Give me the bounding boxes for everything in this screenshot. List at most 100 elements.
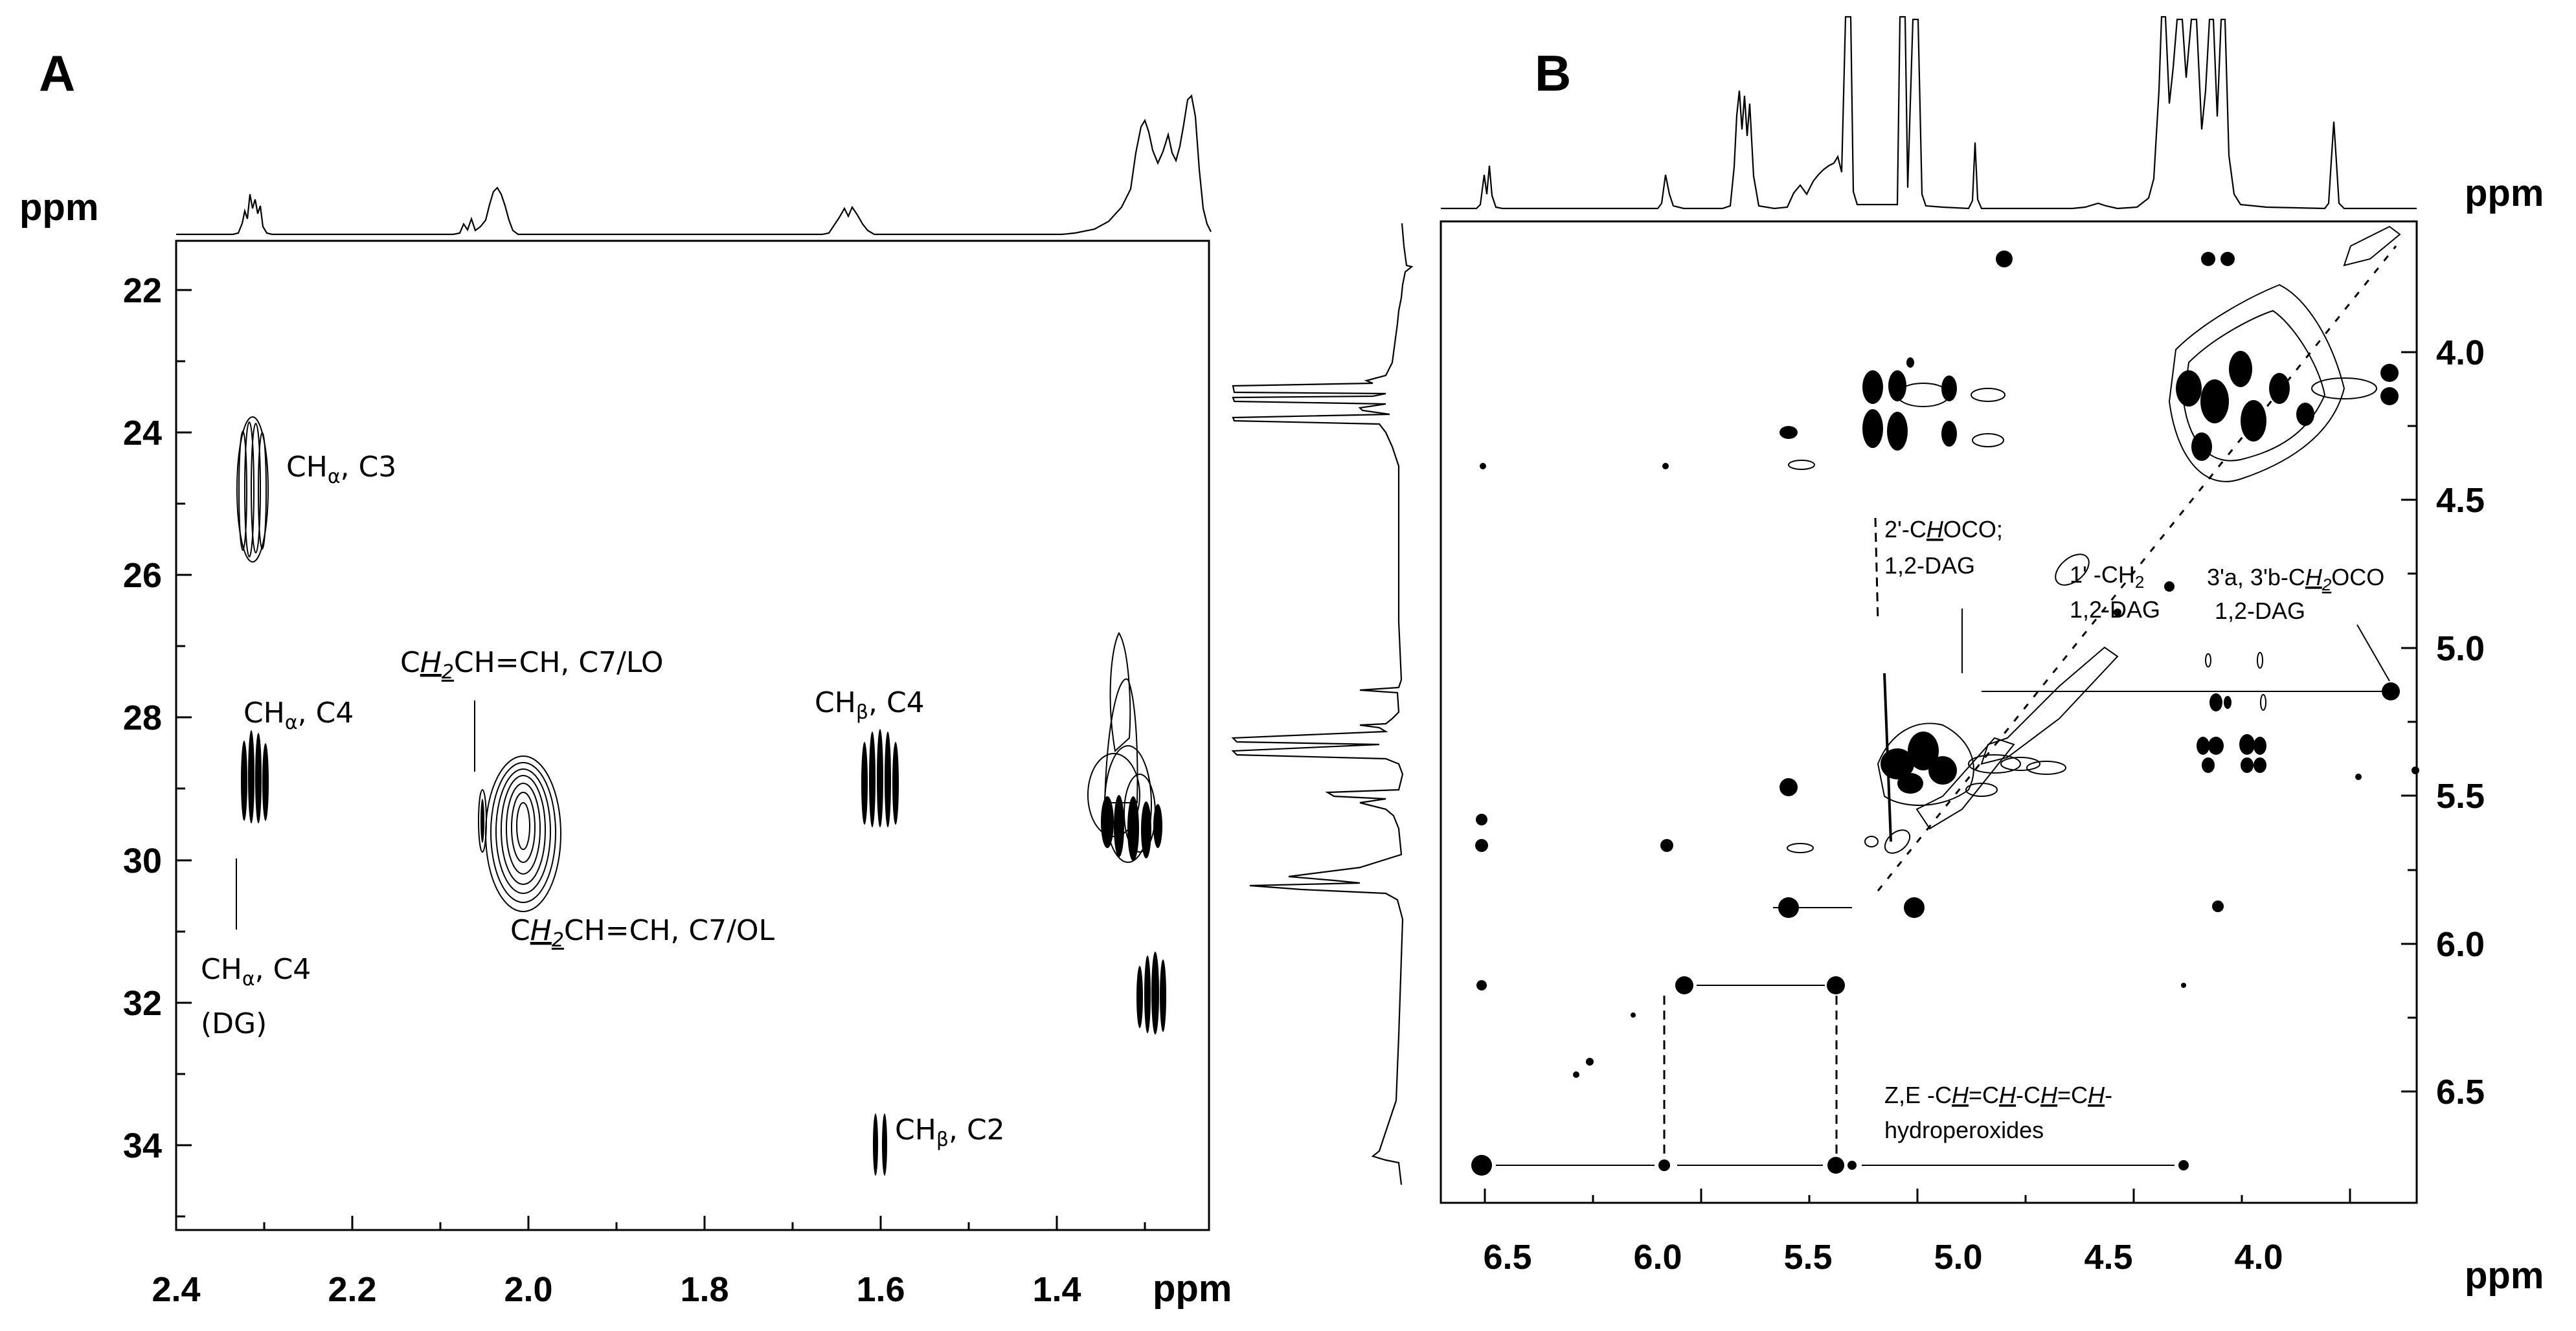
cross-peak xyxy=(1662,463,1669,469)
cluster-diagonal-central xyxy=(1874,517,2066,842)
panel-a-xtick-label: 2.0 xyxy=(504,1270,552,1309)
label-hydroperoxide-structure: Z,E -CH=CH-CH=CH- xyxy=(1884,1082,2112,1108)
cross-peak xyxy=(1586,1058,1594,1066)
label-c7-lo: CH2CH=CH, C7/LO xyxy=(400,646,664,684)
cross-peak xyxy=(2181,983,2186,988)
cross-peak xyxy=(1471,1155,1492,1176)
panel-a-ytick-label: 24 xyxy=(123,414,162,453)
panel-a-x-tick-labels: 2.4 2.2 2.0 1.8 1.6 1.4 xyxy=(152,1270,1081,1309)
cross-peak xyxy=(2178,1160,2189,1170)
cross-peak xyxy=(1658,1159,1670,1171)
cluster-glycerol-upper-left xyxy=(1779,357,2005,451)
cross-peak xyxy=(2412,766,2419,774)
cluster-glycerol-upper-right xyxy=(2168,284,2399,482)
panel-a-plot-frame xyxy=(175,240,1210,1231)
panel-b-label: B xyxy=(1535,45,1571,102)
panel-b-ytick-label: 4.5 xyxy=(2436,481,2485,520)
cross-peak-cha-c4 xyxy=(241,730,269,823)
cross-peak xyxy=(1631,1012,1636,1018)
panel-a-xtick-label: 1.6 xyxy=(856,1270,905,1309)
label-cho-dag: 1,2-DAG xyxy=(1884,552,1975,579)
panel-b-xtick-label: 4.0 xyxy=(2234,1238,2283,1277)
cross-peak xyxy=(1476,814,1487,825)
cross-peak xyxy=(2114,609,2121,616)
cross-peak-ch2-bulk xyxy=(1087,632,1162,863)
cross-peak xyxy=(1996,251,2013,267)
cross-peak-c2-methylene xyxy=(1136,952,1166,1035)
panel-a-ytick-label: 32 xyxy=(123,984,162,1023)
cross-peak xyxy=(1675,976,1693,994)
cross-peak xyxy=(1779,778,1798,796)
cross-peak xyxy=(1787,843,1814,853)
panel-b: B ppm ppm 4.0 4.5 5.0 5.5 6.0 xyxy=(1231,16,2544,1297)
panel-b-ytick-label: 6.5 xyxy=(2436,1073,2485,1112)
cross-peak xyxy=(2220,252,2235,266)
label-dg: (DG) xyxy=(201,1007,267,1040)
panel-b-x-tick-labels: 6.5 6.0 5.5 5.0 4.5 4.0 xyxy=(1483,1238,2283,1277)
panel-a: A ppm ppm 22 24 26 28 xyxy=(19,45,1232,1310)
cross-peak xyxy=(1660,839,1673,852)
panel-b-xtick-label: 5.0 xyxy=(1934,1238,1982,1277)
cross-peak xyxy=(1788,460,1815,470)
panel-b-xtick-label: 4.5 xyxy=(2084,1238,2132,1277)
cross-peak xyxy=(1480,463,1486,469)
panel-b-diagonal xyxy=(1877,225,2401,891)
panel-b-ytick-label: 4.0 xyxy=(2436,333,2485,372)
cross-peak xyxy=(2212,900,2224,912)
cluster-dag-sn2-region xyxy=(2197,652,2266,773)
panel-a-ytick-label: 26 xyxy=(123,556,162,595)
cross-peak-chb-c4 xyxy=(861,729,899,827)
label-chb-c4: CHβ, C4 xyxy=(815,686,925,724)
panel-a-y-tick-labels: 22 24 26 28 30 32 34 xyxy=(123,271,162,1165)
panel-b-xtick-label: 5.5 xyxy=(1783,1238,1832,1277)
cross-peak xyxy=(1475,839,1488,852)
panel-a-y-ticks xyxy=(176,289,192,1218)
cross-peak xyxy=(1573,1071,1579,1078)
panel-b-ytick-label: 5.5 xyxy=(2436,777,2485,816)
panel-b-ytick-label: 5.0 xyxy=(2436,629,2485,668)
label-cha-c4-dg: CHα, C4 xyxy=(201,953,311,990)
label-cho: 2'-CHOCO; xyxy=(1884,516,2003,542)
cross-peak-c7-lo xyxy=(478,789,487,853)
panel-a-y-unit: ppm xyxy=(19,186,98,229)
panel-a-ytick-label: 30 xyxy=(123,842,162,880)
panel-b-y-unit: ppm xyxy=(2465,172,2544,214)
panel-b-x-ticks xyxy=(1484,1189,2351,1203)
panel-b-plot-frame xyxy=(1440,220,2418,1204)
label-chb-c2: CHβ, C2 xyxy=(895,1113,1005,1151)
panel-b-left-spectrum xyxy=(1231,223,1414,1185)
panel-b-xtick-label: 6.5 xyxy=(1483,1238,1531,1277)
panel-b-y-tick-labels: 4.0 4.5 5.0 5.5 6.0 6.5 xyxy=(2436,333,2485,1112)
cross-peak xyxy=(1864,836,1879,847)
cross-peak xyxy=(2355,774,2362,780)
panel-a-x-unit: ppm xyxy=(1153,1268,1232,1310)
panel-a-x-ticks xyxy=(175,1216,1146,1230)
label-cha-c3: CHα, C3 xyxy=(286,451,396,488)
cross-peak xyxy=(1827,1157,1844,1174)
panel-a-top-spectrum xyxy=(176,94,1212,236)
panel-b-top-spectrum xyxy=(1441,16,2417,210)
label-c3-dag: 1,2-DAG xyxy=(2215,598,2305,624)
panel-a-xtick-label: 1.8 xyxy=(680,1270,729,1309)
panel-a-label: A xyxy=(39,45,75,102)
leader-c3 xyxy=(2356,624,2390,682)
cross-peak-c7-ol xyxy=(485,755,561,912)
panel-a-ytick-label: 34 xyxy=(123,1126,162,1165)
label-c7-ol: CH2CH=CH, C7/OL xyxy=(510,914,775,952)
label-hydroperoxides: hydroperoxides xyxy=(1884,1117,2044,1143)
cross-peak xyxy=(2201,252,2215,266)
panel-b-x-unit: ppm xyxy=(2465,1255,2544,1297)
label-ch2: 1' -CH2 xyxy=(2070,561,2144,592)
panel-a-xtick-label: 1.4 xyxy=(1032,1270,1081,1309)
panel-a-xtick-label: 2.2 xyxy=(328,1270,376,1309)
cross-peak-chb-c2 xyxy=(873,1113,887,1176)
panel-b-cross-peaks xyxy=(1471,251,2419,1176)
panel-a-ytick-label: 22 xyxy=(123,271,162,310)
cross-peak xyxy=(2164,581,2175,592)
label-ch2-dag: 1,2-DAG xyxy=(2070,596,2160,623)
label-cha-c4: CHα, C4 xyxy=(243,697,354,734)
panel-b-y-ticks xyxy=(2401,351,2417,1093)
panel-b-xtick-label: 6.0 xyxy=(1633,1238,1682,1277)
cross-peak xyxy=(2382,682,2400,700)
